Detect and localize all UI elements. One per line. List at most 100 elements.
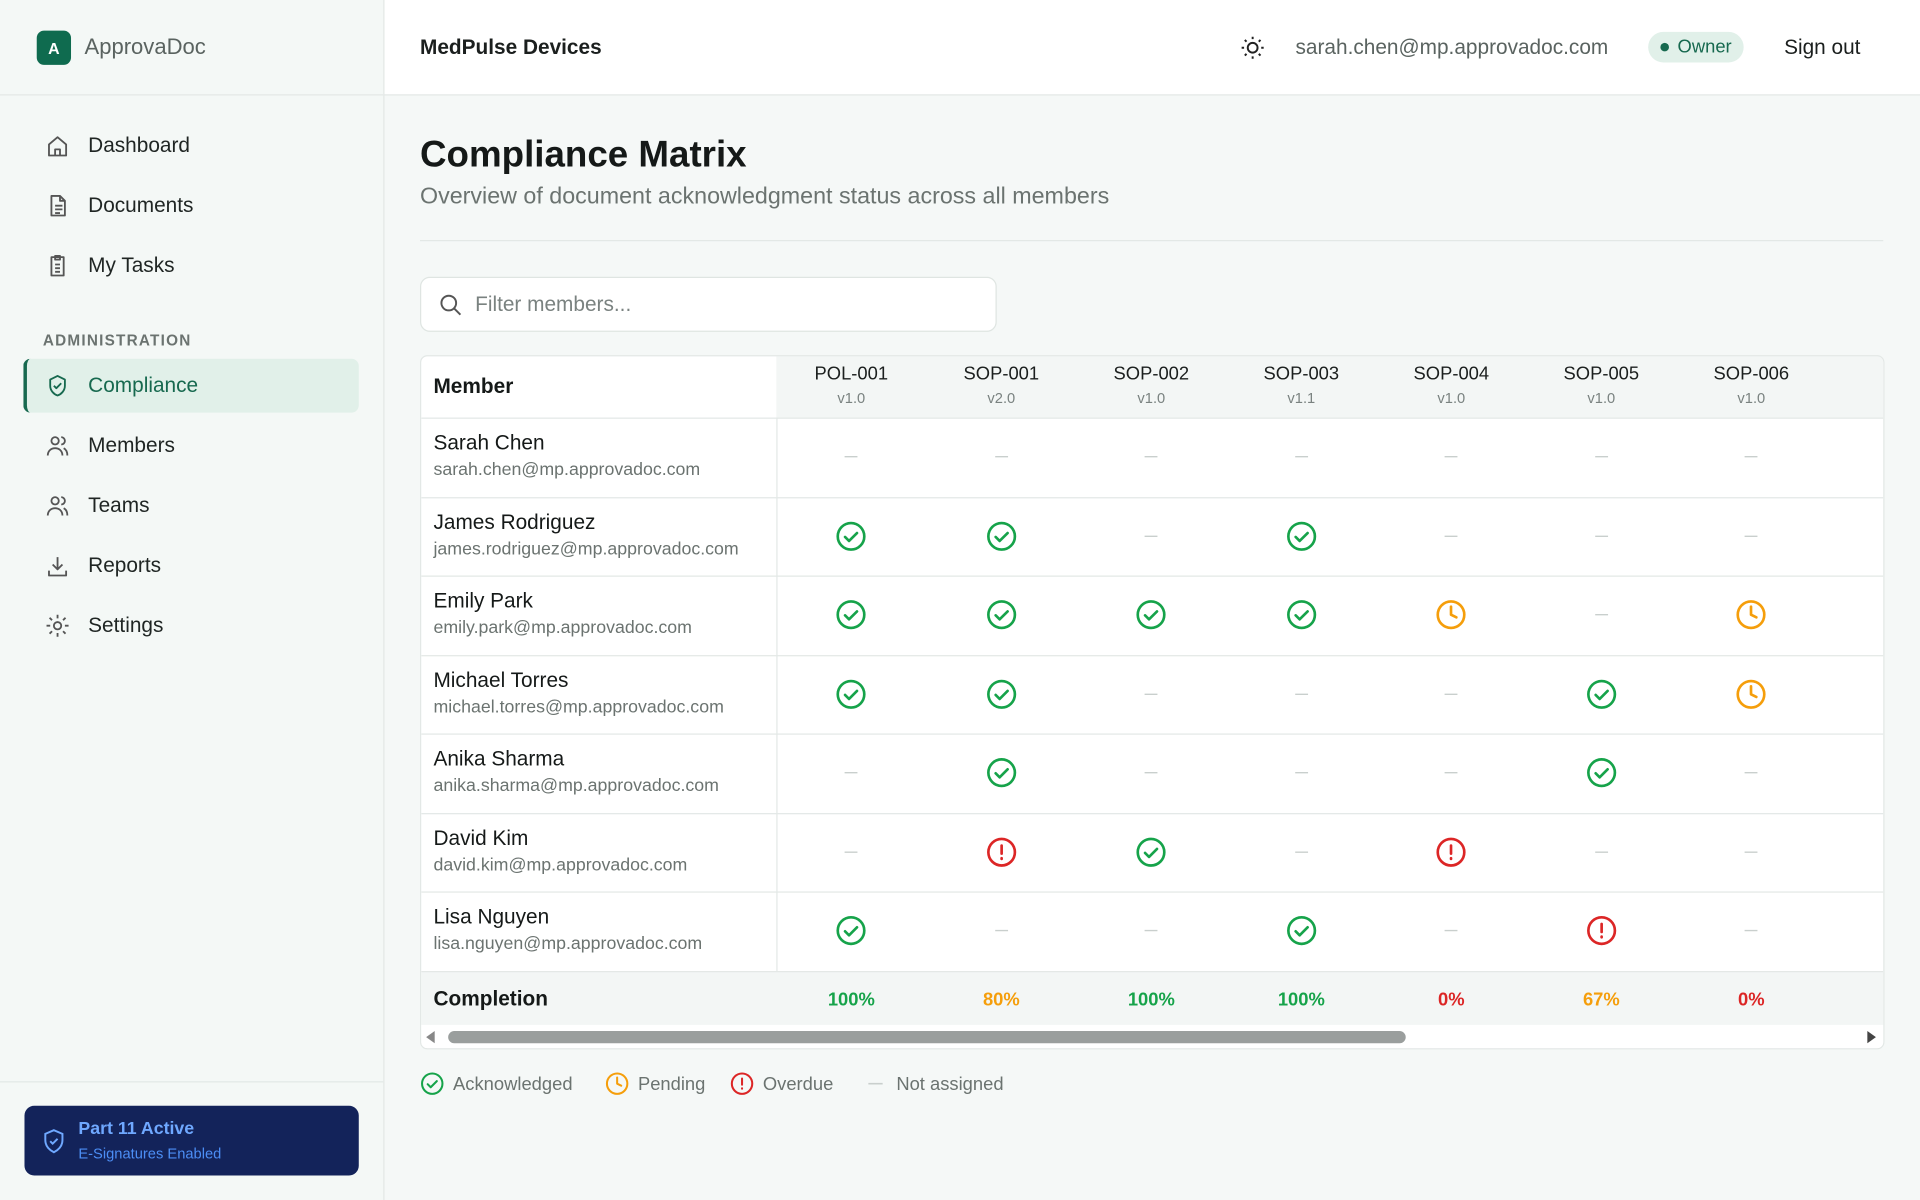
- glyph: [1750, 684, 1758, 698]
- status-icon-none: [1744, 851, 1758, 853]
- status-icon-none: [1594, 851, 1608, 853]
- topbar: MedPulse Devices sarah.chen@mp.approvado…: [384, 0, 1920, 96]
- member-cell-border: [776, 496, 778, 576]
- doc-code: SOP-006: [1713, 363, 1790, 385]
- status-icon-acknowledged: [836, 521, 866, 551]
- member-name: Sarah Chen: [433, 431, 545, 455]
- ring: [836, 521, 866, 551]
- row-border: [421, 654, 1884, 656]
- status-cell: [1076, 654, 1226, 733]
- status-cell: [1526, 812, 1676, 891]
- status-icon-none: [1444, 693, 1458, 695]
- status-icon-none: [1144, 930, 1158, 932]
- glyph: [844, 610, 859, 621]
- icon-path: [46, 614, 69, 637]
- ring: [1736, 600, 1766, 630]
- member-email: anika.sharma@mp.approvadoc.com: [433, 776, 719, 796]
- glyph: [844, 926, 859, 937]
- status-cell: [926, 733, 1076, 812]
- status-icon-none: [1744, 535, 1758, 537]
- completion-value: 100%: [1127, 988, 1175, 1010]
- status-cell: [1376, 497, 1526, 576]
- nav-item[interactable]: Members: [23, 419, 359, 473]
- sign-out[interactable]: Sign out: [1784, 35, 1861, 59]
- legend-label: Acknowledged: [453, 1073, 573, 1095]
- row-border: [421, 891, 1884, 893]
- status-cell: [776, 576, 926, 655]
- scroll-right[interactable]: [1867, 1030, 1876, 1043]
- icon-path: [49, 375, 66, 397]
- status-icon-none: [994, 456, 1008, 458]
- legend-item: Not assigned: [863, 1071, 1004, 1095]
- status-icon-overdue: [986, 837, 1016, 867]
- row-border: [421, 575, 1884, 577]
- nav-item[interactable]: Teams: [23, 479, 359, 533]
- logo: A: [36, 30, 72, 65]
- ring: [1136, 600, 1166, 630]
- nav-icon: [50, 255, 65, 277]
- status-cell: [1226, 654, 1376, 733]
- nav-item[interactable]: Reports: [23, 539, 359, 593]
- glyph: [994, 689, 1009, 700]
- shield-icon: [44, 1129, 64, 1154]
- status-cell: [1376, 418, 1526, 497]
- role-dot: [1660, 42, 1669, 52]
- legend-label: Pending: [637, 1073, 706, 1095]
- completion-value: 80%: [982, 988, 1020, 1010]
- nav-item[interactable]: My Tasks: [23, 239, 359, 293]
- nav-label: Teams: [88, 493, 150, 517]
- status-icon-none: [1594, 456, 1608, 458]
- status-icon-acknowledged: [836, 679, 866, 709]
- legend: Acknowledged Pending Overdue Not assigned: [420, 1071, 1277, 1095]
- ring: [605, 1072, 629, 1095]
- icon-path: [46, 436, 69, 456]
- status-cell: [776, 497, 926, 576]
- status-cell: [776, 418, 926, 497]
- org-name: MedPulse Devices: [420, 35, 602, 59]
- status-icon-acknowledged: [836, 916, 866, 946]
- nav-icon: [50, 195, 66, 217]
- doc-version: v1.1: [1287, 389, 1316, 407]
- glyph: [994, 768, 1009, 779]
- member-name: Anika Sharma: [433, 746, 565, 771]
- nav-label: Reports: [88, 553, 162, 577]
- member-name: Michael Torres: [433, 667, 569, 692]
- status-cell: [1076, 812, 1226, 891]
- scroll-thumb[interactable]: [448, 1030, 1406, 1043]
- glyph: [1450, 605, 1458, 619]
- status-icon-none: [1444, 535, 1458, 537]
- status-cell: [1676, 576, 1826, 655]
- completion-value: 100%: [827, 988, 875, 1010]
- status-icon-none: [1144, 456, 1158, 458]
- header-bg: [776, 356, 1884, 418]
- filter-input[interactable]: Filter members...: [420, 276, 997, 332]
- status-icon-none: [1444, 772, 1458, 774]
- nav-item[interactable]: Documents: [23, 179, 359, 233]
- glyph: [1750, 605, 1758, 619]
- legend-item: Pending: [605, 1071, 705, 1095]
- member-name: Emily Park: [433, 588, 533, 613]
- matrix-table: Member POL-001 v1.0 SOP-001 v2.0 SOP-002 v1.0 S…: [420, 355, 1885, 1050]
- nav-item[interactable]: Dashboard: [23, 119, 359, 173]
- nav-item[interactable]: Settings: [23, 599, 359, 653]
- nav-icon: [48, 136, 68, 157]
- status-icon-none: [1444, 930, 1458, 932]
- scroll-left[interactable]: [426, 1030, 435, 1043]
- nav-label: Members: [88, 433, 175, 457]
- status-cell: [1376, 654, 1526, 733]
- legend-item: Acknowledged: [420, 1071, 573, 1095]
- status-icon-overdue: [1436, 837, 1466, 867]
- icon-path: [46, 496, 69, 516]
- badge-subtitle: E-Signatures Enabled: [78, 1144, 222, 1163]
- status-cell: [1376, 891, 1526, 970]
- completion-label: Completion: [433, 986, 548, 1010]
- status-icon-acknowledged: [986, 679, 1016, 709]
- doc-code: SOP-004: [1413, 363, 1490, 385]
- status-cell: [1376, 576, 1526, 655]
- scrollbar[interactable]: [421, 1024, 1884, 1049]
- status-icon-none: [1294, 851, 1308, 853]
- theme-toggle[interactable]: [1240, 36, 1264, 60]
- status-icon-pending: [1436, 600, 1466, 630]
- divider: [420, 240, 1884, 242]
- nav-item[interactable]: Compliance: [23, 358, 359, 413]
